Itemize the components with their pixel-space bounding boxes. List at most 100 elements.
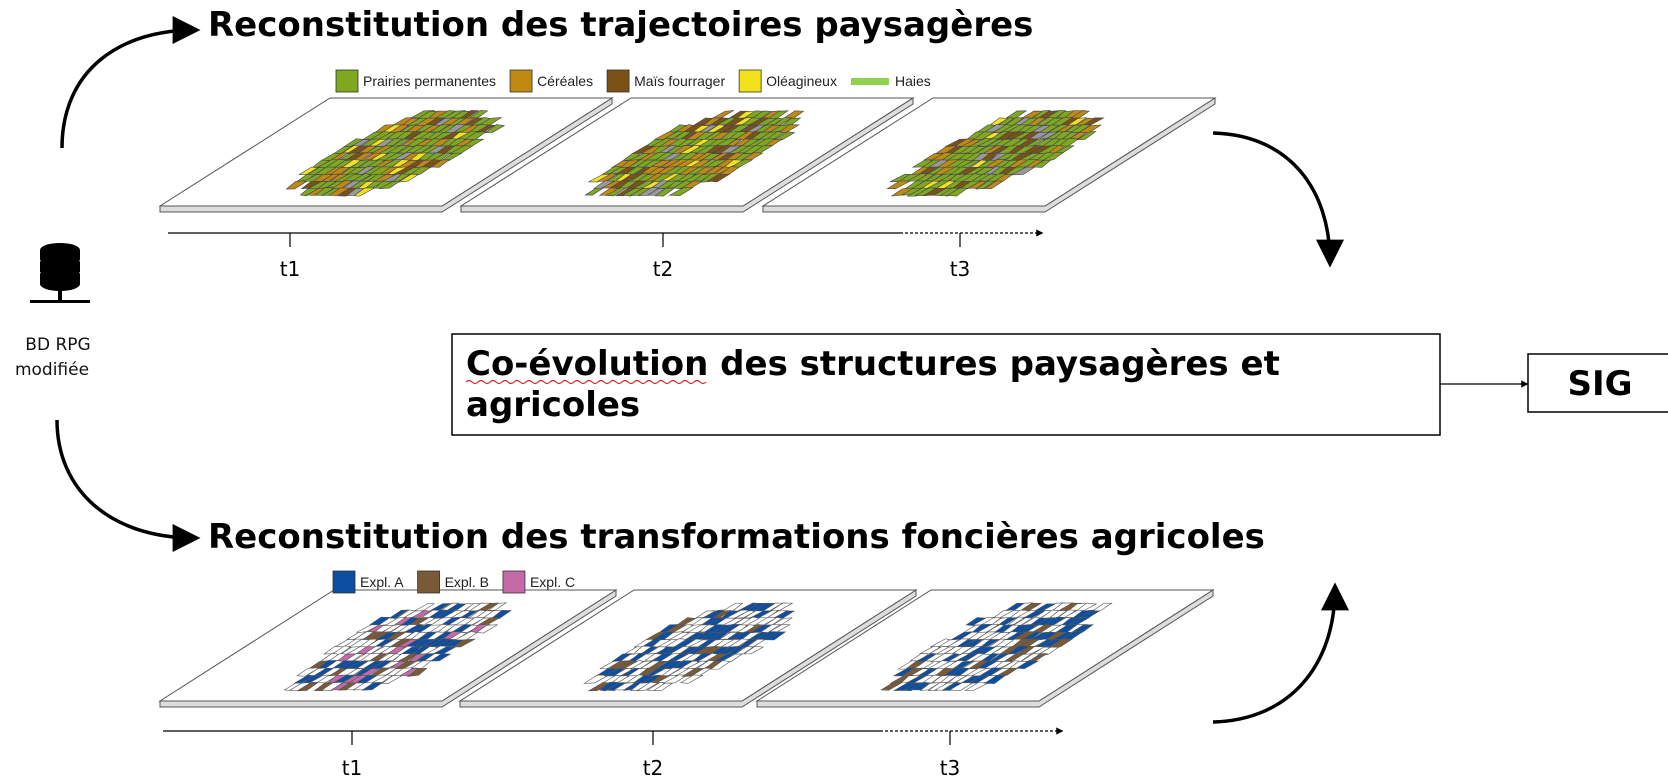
- map-parcel: [1036, 117, 1057, 126]
- legend-label: Expl. C: [530, 574, 575, 590]
- map-parcel: [398, 173, 420, 183]
- map-parcel: [983, 124, 1008, 133]
- map-parcel: [605, 187, 627, 197]
- map-parcel: [441, 152, 463, 162]
- map-parcel: [933, 682, 955, 691]
- arrow: [60, 16, 201, 149]
- map-parcel: [975, 180, 995, 190]
- map-parcel: [622, 187, 644, 197]
- timeline-label: t2: [643, 756, 664, 780]
- legend-swatch: [417, 570, 440, 594]
- map-parcel: [587, 681, 612, 692]
- legend-swatch: [738, 69, 762, 93]
- legend-label: Maïs fourrager: [634, 73, 725, 89]
- map-parcel: [687, 660, 709, 669]
- spell-underline: [465, 379, 707, 385]
- map-parcel: [623, 681, 645, 691]
- map-parcel: [420, 159, 442, 169]
- legend-swatch: [335, 69, 359, 93]
- map-parcel: [588, 173, 612, 183]
- map-parcel: [412, 145, 434, 154]
- map-parcel: [583, 674, 610, 684]
- map-parcel: [330, 682, 352, 691]
- center-box-text: Co-évolution des structures paysagères e…: [466, 344, 1280, 384]
- map-parcel: [706, 173, 731, 183]
- center-box-text: des structures paysagères et: [708, 344, 1279, 384]
- map-parcel: [1031, 159, 1052, 168]
- map-parcel: [948, 682, 975, 691]
- arrow: [1212, 131, 1344, 268]
- timeline-label: t3: [950, 257, 971, 281]
- map-parcel: [983, 180, 1004, 190]
- map-parcel: [710, 660, 731, 670]
- map-parcel: [653, 682, 674, 692]
- map-parcel: [1036, 131, 1059, 141]
- map-parcel: [328, 187, 351, 196]
- map-parcel: [983, 674, 1008, 684]
- map-parcel: [717, 624, 742, 634]
- map-parcel: [902, 682, 926, 691]
- map-parcel: [964, 682, 989, 691]
- map-parcel: [745, 638, 767, 648]
- legend-swatch: [502, 570, 526, 594]
- map-parcel: [410, 166, 432, 175]
- map-parcel: [297, 682, 320, 692]
- timeline-label: t2: [653, 257, 674, 281]
- map-parcel: [734, 646, 755, 655]
- map-parcel: [606, 682, 627, 691]
- map-parcel: [773, 131, 796, 141]
- map-parcel: [919, 682, 940, 692]
- legend-label: Haies: [895, 73, 931, 89]
- map-parcel: [299, 188, 320, 197]
- map-parcel: [406, 667, 428, 677]
- arrow: [1212, 582, 1349, 724]
- map-parcel: [313, 682, 335, 691]
- map-parcel: [940, 187, 961, 197]
- center-box: [451, 333, 1441, 436]
- map-parcel: [880, 681, 903, 691]
- map-parcel: [487, 602, 508, 611]
- legend-swatch: [332, 570, 356, 594]
- map-parcel: [321, 681, 345, 691]
- map-parcel: [779, 124, 801, 134]
- map-parcel: [388, 609, 409, 619]
- database-label: BD RPG: [25, 335, 90, 355]
- map-parcel: [679, 674, 704, 684]
- map-parcel: [743, 646, 765, 655]
- map-parcel: [774, 610, 796, 619]
- legend-label: Prairies permanentes: [363, 73, 496, 89]
- map-parcel: [958, 180, 982, 190]
- bottom-title: Reconstitution des transformations fonci…: [208, 517, 1265, 557]
- center-box-text: agricoles: [466, 385, 640, 425]
- legend-label: Expl. A: [360, 574, 404, 590]
- map-parcel: [646, 682, 667, 691]
- top-title: Reconstitution des trajectoires paysagèr…: [208, 5, 1033, 45]
- map-parcel: [380, 675, 403, 684]
- map-parcel: [654, 187, 675, 197]
- map-parcel: [702, 117, 723, 126]
- map-parcel: [329, 166, 352, 176]
- map-parcel: [1021, 110, 1045, 119]
- map-parcel: [430, 159, 451, 168]
- map-parcel: [379, 180, 401, 190]
- arrow: [55, 419, 201, 552]
- database-label: modifiée: [15, 360, 89, 380]
- timeline-label: t1: [342, 756, 363, 780]
- map-parcel: [584, 187, 604, 196]
- map-parcel: [1042, 152, 1064, 162]
- map-parcel: [296, 667, 320, 677]
- map-parcel: [598, 681, 621, 692]
- legends: Prairies permanentes Céréales Maïs fourrag…: [332, 69, 931, 594]
- map-parcel: [636, 681, 659, 692]
- map-parcel: [337, 682, 359, 691]
- timeline-label: t1: [280, 257, 301, 281]
- map-parcel: [927, 681, 949, 691]
- map-parcel: [374, 638, 396, 648]
- map-parcel: [429, 653, 452, 662]
- map-parcel: [1011, 166, 1036, 176]
- output-box: [1527, 353, 1668, 413]
- map-parcel: [475, 624, 498, 634]
- timeline-label: t3: [940, 756, 961, 780]
- map-parcel: [668, 187, 694, 196]
